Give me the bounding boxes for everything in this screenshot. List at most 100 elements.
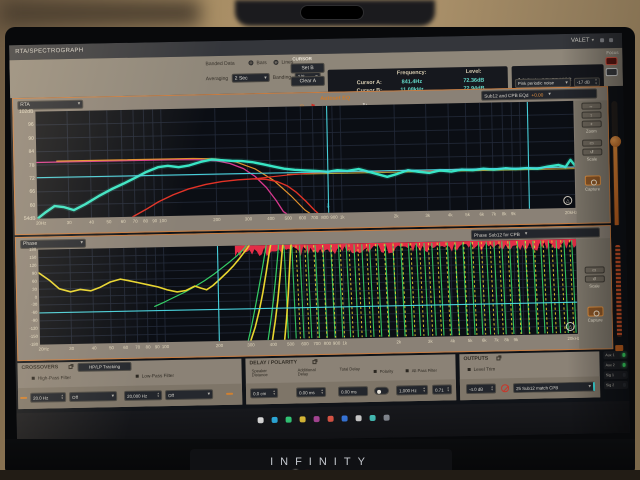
polarity-label: Polarity <box>379 368 394 374</box>
bypass-indicator <box>226 392 234 395</box>
polarity-toggle[interactable] <box>373 386 390 395</box>
output-channel-row[interactable]: Aux 1 <box>603 350 628 360</box>
cursor-level-value: 72.36dB <box>463 77 485 85</box>
low-pass-slope-select[interactable]: Off <box>165 389 214 401</box>
x-tick-label: 90 <box>152 218 158 224</box>
y-tick-label: -120 <box>29 325 38 331</box>
taskbar-icon[interactable] <box>383 414 390 421</box>
speaker-distance-stepper[interactable]: 0.0 cm ▴ ▾ <box>249 387 279 399</box>
banding-label: Banding <box>272 74 292 81</box>
zoom-vertical-button[interactable]: ↕ <box>580 111 602 119</box>
link-icon[interactable] <box>496 356 501 361</box>
y-tick-label: 78 <box>28 162 35 169</box>
radio-lines[interactable] <box>273 59 279 65</box>
x-tick-label: 800 <box>323 340 332 346</box>
x-tick-label: 7k <box>493 337 499 343</box>
scale-reset-button[interactable]: ↺ <box>584 275 605 283</box>
zoom-box-button[interactable]: + <box>581 120 602 128</box>
taskbar-icon[interactable] <box>313 416 320 423</box>
output-channel-row[interactable]: Sig 1 <box>603 370 628 380</box>
autoset-eq-button[interactable]: Autoset EQ <box>320 95 351 102</box>
capture-label: Capture <box>587 317 603 323</box>
rta-plot[interactable]: ⇩ △ <box>35 100 578 222</box>
low-pass-freq-stepper[interactable]: 20,000 Hz ▴ ▾ <box>124 390 163 401</box>
taskbar-icon[interactable] <box>257 417 264 424</box>
taskbar-icon[interactable] <box>271 416 278 424</box>
mute-icon[interactable] <box>500 384 510 393</box>
set-b-button[interactable]: Set B <box>290 62 325 74</box>
level-trim-stepper[interactable]: -4.0 dB ▴ ▾ <box>465 383 497 395</box>
camera-icon[interactable] <box>584 175 601 186</box>
output-channel-row[interactable]: Aux 2 <box>603 360 628 370</box>
rta-trace-selector[interactable]: Sub12 and CPB EQd +0.00 <box>481 88 598 101</box>
clear-a-button[interactable]: Clear A <box>290 75 325 87</box>
hplp-tracking-button[interactable]: HP/LP Tracking <box>77 361 132 372</box>
output-routing-select[interactable]: 25 Sub12 match CPB <box>512 381 596 394</box>
bars-label[interactable]: Bars <box>256 60 267 67</box>
phase-plot[interactable]: △ <box>37 238 578 345</box>
chevron-down-icon <box>546 91 551 97</box>
x-tick-label: 2k <box>393 213 399 219</box>
y-tick-label: 102dB <box>18 108 34 116</box>
link-icon[interactable] <box>312 360 317 365</box>
outputs-controls: -4.0 dB ▴ ▾ 25 Sub12 match CPB <box>459 376 601 401</box>
link-icon[interactable] <box>68 364 73 370</box>
taskbar-icon[interactable] <box>299 416 306 423</box>
high-pass-checkbox[interactable] <box>31 376 35 380</box>
high-pass-freq-stepper[interactable]: 20.0 Hz ▴ ▾ <box>30 392 67 403</box>
taskbar-icon[interactable] <box>327 415 334 422</box>
x-tick-label: 40 <box>89 219 95 225</box>
meter-peak-indicator <box>615 344 624 352</box>
taskbar-icon[interactable] <box>341 415 348 422</box>
channel-led <box>622 373 626 377</box>
low-pass-label: Low-Pass Filter <box>141 372 175 379</box>
zoom-label: Zoom <box>585 128 597 134</box>
focus-label: Focus <box>606 49 619 56</box>
level-trim-label: Level Trim <box>473 366 496 372</box>
radio-bars[interactable] <box>248 60 254 66</box>
output-channel-row[interactable]: Sig 2 <box>603 380 629 390</box>
x-tick-label: 20Hz <box>38 346 49 352</box>
high-pass-slope-select[interactable]: Off <box>69 391 118 403</box>
input-fader-knob[interactable] <box>609 135 621 148</box>
averaging-label: Averaging <box>205 75 229 83</box>
scale-reset-button[interactable]: ↺ <box>581 148 602 156</box>
valet-menu[interactable]: VALET <box>571 37 594 43</box>
chevron-down-icon <box>76 101 81 107</box>
low-pass-checkbox[interactable] <box>135 374 139 378</box>
cursor-arrow-marker[interactable]: ⇩ <box>325 203 331 210</box>
all-pass-q-stepper[interactable]: 0.71 ▴ ▾ <box>431 384 453 395</box>
warning-triangle-icon: △ <box>568 323 573 330</box>
averaging-select[interactable]: 2 Sec <box>231 72 270 83</box>
scale-fit-button[interactable]: ▭ <box>584 266 605 274</box>
titlebar-icon[interactable] <box>600 38 605 43</box>
x-tick-label: 700 <box>310 215 319 221</box>
zoom-horizontal-button[interactable]: ↔ <box>580 102 601 110</box>
all-pass-checkbox[interactable] <box>405 369 409 373</box>
level-trim-checkbox[interactable] <box>467 367 471 372</box>
taskbar-icon[interactable] <box>369 414 376 422</box>
camera-icon[interactable] <box>586 306 604 317</box>
x-tick-label: 3k <box>427 338 433 344</box>
x-tick-label: 9k <box>513 337 519 343</box>
record-button[interactable] <box>605 56 618 66</box>
y-tick-label: 60 <box>29 202 36 209</box>
polarity-checkbox[interactable] <box>373 369 377 373</box>
focus-button[interactable] <box>605 67 618 77</box>
y-tick-label: 66 <box>29 188 36 196</box>
taskbar-icon[interactable] <box>355 415 362 422</box>
phase-side-controls: ▭ ↺ Scale Capture <box>577 238 613 349</box>
app-tab-rta-spectrograph[interactable]: RTA/SPECTROGRAPH <box>15 47 84 56</box>
channel-label: Aux 1 <box>605 353 615 358</box>
laptop: RTA/SPECTROGRAPH VALET Banded Data Bars … <box>5 27 635 477</box>
taskbar-icon[interactable] <box>285 416 292 423</box>
scale-fit-button[interactable]: ▭ <box>581 139 602 147</box>
additional-delay-stepper[interactable]: 0.00 ms ▴ ▾ <box>295 386 327 398</box>
x-tick-label: 500 <box>284 215 292 221</box>
x-tick-label: 6k <box>481 337 487 343</box>
y-tick-label: -90 <box>31 317 38 324</box>
channel-led <box>621 353 626 357</box>
all-pass-freq-stepper[interactable]: 1,000 Hz ▴ ▾ <box>395 384 429 396</box>
y-tick-label: 96 <box>28 122 34 129</box>
titlebar-icon[interactable] <box>609 38 614 43</box>
